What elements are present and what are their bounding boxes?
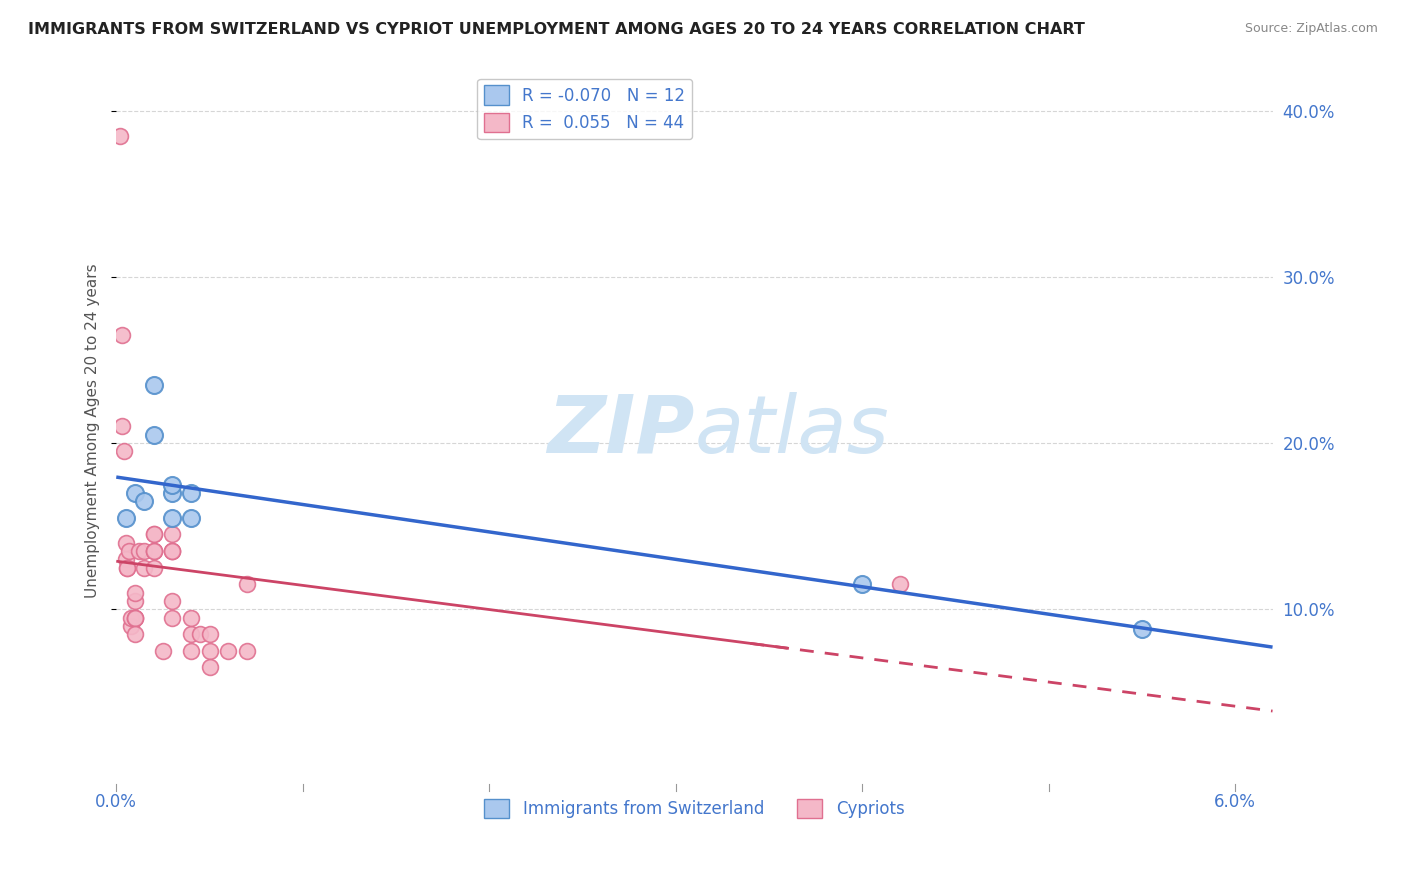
Point <box>180 627 202 641</box>
Point <box>160 544 183 558</box>
Point <box>142 377 165 392</box>
Point <box>114 552 136 566</box>
Point <box>114 535 136 549</box>
Point <box>124 610 146 624</box>
Point <box>180 511 202 525</box>
Point <box>160 610 183 624</box>
Point <box>160 477 183 491</box>
Point <box>160 527 183 541</box>
Point <box>1130 622 1153 636</box>
Point <box>120 619 142 633</box>
Point <box>117 560 139 574</box>
Point <box>112 444 135 458</box>
Point <box>142 544 165 558</box>
Point <box>160 594 183 608</box>
Point <box>889 577 911 591</box>
Point <box>188 627 211 641</box>
Point <box>120 610 142 624</box>
Point <box>217 644 239 658</box>
Point <box>160 544 183 558</box>
Point <box>180 486 202 500</box>
Y-axis label: Unemployment Among Ages 20 to 24 years: Unemployment Among Ages 20 to 24 years <box>86 263 100 598</box>
Point <box>180 644 202 658</box>
Point <box>142 527 165 541</box>
Point <box>111 419 134 434</box>
Point <box>117 560 139 574</box>
Text: IMMIGRANTS FROM SWITZERLAND VS CYPRIOT UNEMPLOYMENT AMONG AGES 20 TO 24 YEARS CO: IMMIGRANTS FROM SWITZERLAND VS CYPRIOT U… <box>28 22 1085 37</box>
Point <box>142 544 165 558</box>
Point <box>142 527 165 541</box>
Point <box>134 560 156 574</box>
Point <box>111 328 134 343</box>
Point <box>134 544 156 558</box>
Point <box>128 544 150 558</box>
Point <box>124 486 146 500</box>
Legend: Immigrants from Switzerland, Cypriots: Immigrants from Switzerland, Cypriots <box>478 792 911 825</box>
Point <box>114 511 136 525</box>
Point <box>160 511 183 525</box>
Point <box>124 594 146 608</box>
Point <box>160 544 183 558</box>
Point <box>124 610 146 624</box>
Point <box>142 544 165 558</box>
Point <box>124 627 146 641</box>
Point <box>236 644 259 658</box>
Point <box>198 627 221 641</box>
Point <box>198 644 221 658</box>
Point <box>160 486 183 500</box>
Point <box>142 427 165 442</box>
Text: Source: ZipAtlas.com: Source: ZipAtlas.com <box>1244 22 1378 36</box>
Point <box>142 560 165 574</box>
Point <box>198 660 221 674</box>
Point <box>124 585 146 599</box>
Point <box>152 644 174 658</box>
Point <box>180 610 202 624</box>
Point <box>118 544 141 558</box>
Point <box>134 494 156 508</box>
Text: atlas: atlas <box>695 392 889 469</box>
Point <box>108 128 131 143</box>
Text: ZIP: ZIP <box>547 392 695 469</box>
Point <box>851 577 873 591</box>
Point <box>236 577 259 591</box>
Point <box>124 610 146 624</box>
